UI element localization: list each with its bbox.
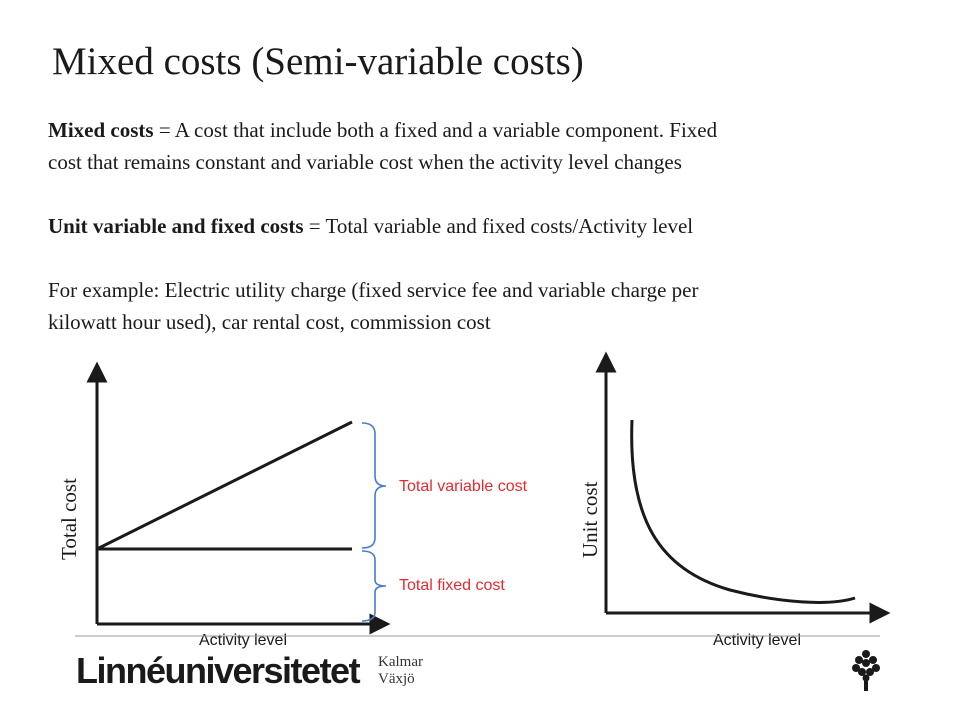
tree-logo-icon [852,650,880,691]
fixed-cost-brace [361,550,387,622]
logo-city-vaxjo: Växjö [378,671,415,687]
unit-cost-curve [630,419,856,604]
logo-city-kalmar: Kalmar [378,654,423,670]
unit-costs-term: Unit variable and fixed costs [48,214,304,238]
left-diagram: Total cost Activity level Total variable… [57,361,528,649]
definition-term: Mixed costs [48,118,154,142]
unit-costs-line: Unit variable and fixed costs = Total va… [48,210,948,242]
example-line2: kilowatt hour used), car rental cost, co… [48,310,491,334]
left-y-label: Total cost [57,478,81,560]
variable-cost-label: Total variable cost [399,478,528,495]
page-title: Mixed costs (Semi-variable costs) [52,40,584,83]
total-cost-line [96,420,353,551]
right-x-label: Activity level [713,632,801,649]
body-text: Mixed costs = A cost that include both a… [48,114,948,338]
unit-costs-text: = Total variable and fixed costs/Activit… [303,214,694,238]
definition-text1: = A cost that include both a fixed and a… [153,118,718,142]
example-line1: For example: Electric utility charge (fi… [48,278,699,302]
logo-wordmark: Linnéuniversitetet [76,650,361,691]
right-y-label: Unit cost [578,481,602,558]
definition-line1: Mixed costs = A cost that include both a… [48,114,948,146]
definition-line2: cost that remains constant and variable … [48,150,682,174]
variable-cost-brace [361,422,387,549]
right-diagram: Unit cost Activity level [578,351,891,649]
left-x-label: Activity level [199,632,287,649]
fixed-cost-label: Total fixed cost [399,577,505,594]
